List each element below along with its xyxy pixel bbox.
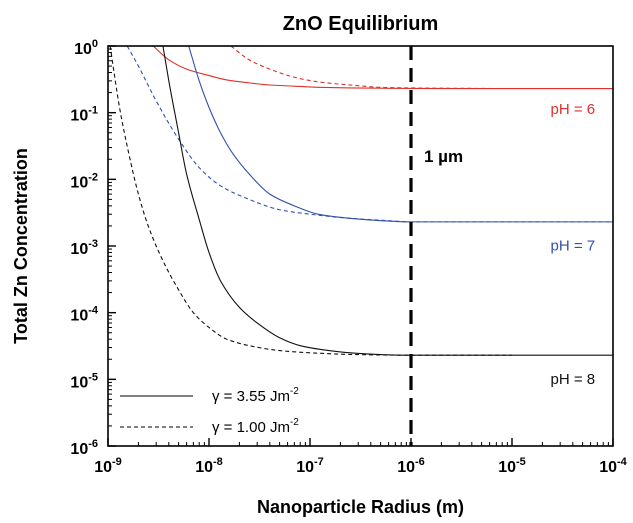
y-tick-label: 10-4 — [70, 305, 98, 325]
series-layer — [109, 46, 613, 356]
x-axis-label: Nanoparticle Radius (m) — [257, 497, 464, 517]
series-line-6-ph-dashed — [230, 46, 490, 89]
y-axis-label: Total Zn Concentration — [11, 148, 31, 344]
x-tick-label: 10-8 — [195, 456, 223, 476]
ticks-layer — [107, 45, 614, 447]
legend: γ = 3.55 Jm-2 γ = 1.00 Jm-2 — [120, 386, 299, 436]
annotation-6-ph: pH = 6 — [550, 101, 595, 118]
series-line-7-ph-dashed — [126, 46, 613, 223]
chart-title: ZnO Equilibrium — [283, 13, 439, 35]
series-line-7-ph-solid — [188, 46, 613, 223]
series-line-6-ph-solid — [152, 46, 613, 90]
legend-label-solid: γ = 3.55 Jm-2 — [212, 386, 299, 405]
series-line-8-ph-solid — [162, 46, 613, 356]
y-tick-label: 100 — [74, 38, 98, 58]
y-tick-label: 10-2 — [70, 171, 98, 191]
y-tick-label: 10-3 — [70, 238, 98, 258]
x-tick-label: 10-9 — [94, 456, 122, 476]
annotation-7-ph: pH = 7 — [550, 238, 595, 255]
annotation-8-ph: pH = 8 — [550, 371, 595, 388]
x-tick-label: 10-5 — [498, 456, 526, 476]
y-tick-label: 10-5 — [70, 371, 98, 391]
x-tick-label: 10-4 — [599, 456, 627, 476]
vline-label-1um: 1 µm — [424, 147, 463, 166]
x-tick-label: 10-6 — [397, 456, 425, 476]
x-tick-label: 10-7 — [296, 456, 324, 476]
series-line-8-ph-dashed — [109, 46, 512, 356]
legend-label-dashed: γ = 1.00 Jm-2 — [212, 417, 299, 436]
labels-layer: 10-9 10-8 10-7 10-6 10-5 10-4 10-6 10-5 10-4 10-3… — [70, 38, 627, 476]
plot-frame — [107, 45, 614, 447]
y-tick-label: 10-6 — [70, 438, 98, 458]
y-tick-label: 10-1 — [70, 105, 98, 125]
